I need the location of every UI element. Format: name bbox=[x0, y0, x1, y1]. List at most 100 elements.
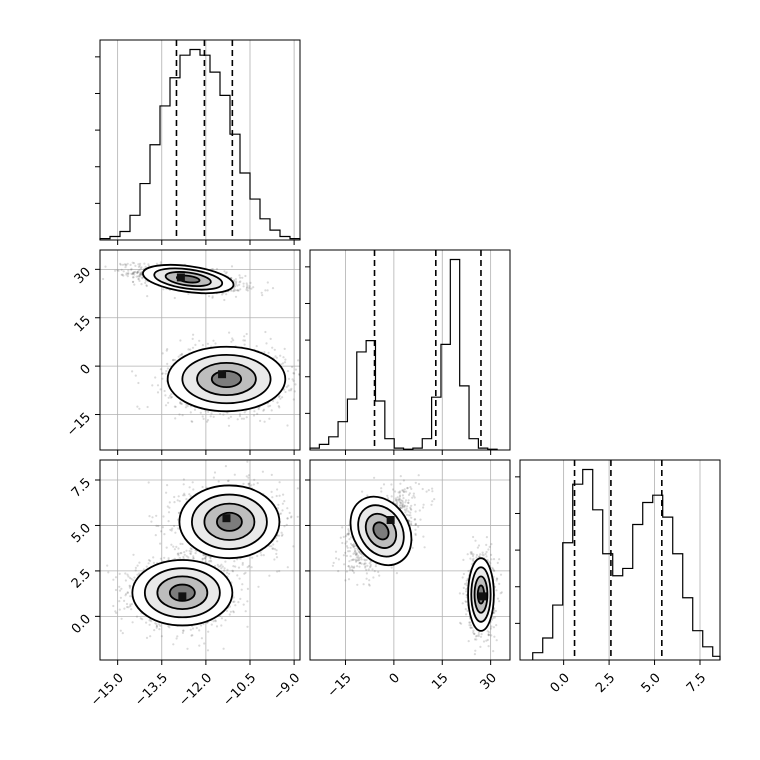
scatter-point bbox=[187, 292, 190, 295]
scatter-point bbox=[140, 283, 143, 286]
contour-line bbox=[181, 353, 272, 405]
scatter-point bbox=[222, 292, 225, 295]
scatter-point bbox=[287, 384, 290, 387]
contour-line bbox=[210, 370, 243, 388]
scatter-point bbox=[240, 417, 243, 420]
scatter-point bbox=[199, 411, 202, 414]
density-p0-p2: −15.0 −13.5 −12.0 −10.5 −9.00.02.55.07.5 bbox=[69, 459, 303, 709]
scatter-point bbox=[127, 606, 130, 609]
scatter-point bbox=[145, 284, 148, 288]
x-tick-label: 0.0 bbox=[548, 671, 573, 696]
scatter-point bbox=[166, 484, 169, 487]
scatter-point bbox=[180, 402, 183, 405]
scatter-point bbox=[185, 555, 188, 558]
scatter-point bbox=[141, 277, 144, 280]
scatter-point bbox=[147, 559, 151, 562]
scatter-point bbox=[209, 559, 212, 562]
scatter-point bbox=[138, 561, 141, 564]
scatter-point bbox=[264, 330, 267, 334]
scatter-point bbox=[123, 607, 126, 610]
scatter-point bbox=[136, 271, 139, 274]
scatter-point bbox=[231, 337, 234, 340]
scatter-point bbox=[124, 266, 127, 269]
scatter-point bbox=[129, 595, 132, 598]
panel-content bbox=[100, 460, 300, 660]
scatter-point bbox=[159, 624, 162, 628]
scatter-point bbox=[137, 275, 140, 278]
scatter-point bbox=[130, 267, 133, 270]
scatter-point bbox=[195, 626, 198, 630]
scatter-point bbox=[283, 361, 287, 364]
scatter-point bbox=[247, 564, 251, 568]
scatter-point bbox=[175, 545, 178, 549]
scatter-point bbox=[132, 553, 135, 556]
scatter-point bbox=[131, 273, 134, 276]
scatter-point bbox=[235, 281, 238, 284]
scatter-point bbox=[278, 406, 281, 409]
scatter-point bbox=[247, 482, 250, 486]
scatter-point bbox=[156, 391, 160, 394]
scatter-point bbox=[234, 283, 237, 286]
scatter-point bbox=[191, 337, 194, 340]
scatter-point bbox=[212, 415, 215, 418]
scatter-point bbox=[247, 482, 250, 485]
scatter-point bbox=[173, 557, 176, 560]
scatter-point bbox=[211, 295, 214, 298]
x-tick-label: 5.0 bbox=[639, 671, 664, 696]
scatter-point bbox=[178, 556, 181, 559]
axes-frame bbox=[99, 39, 301, 241]
scatter-point bbox=[188, 549, 191, 553]
scatter-point bbox=[237, 289, 240, 292]
scatter-point bbox=[161, 526, 164, 529]
scatter-point bbox=[233, 600, 236, 603]
scatter-point bbox=[206, 649, 210, 652]
scatter-point bbox=[242, 282, 245, 285]
scatter-point bbox=[179, 542, 182, 546]
scatter-point bbox=[166, 348, 169, 351]
y-tick-label: 0 bbox=[78, 362, 94, 378]
scatter-point bbox=[297, 359, 300, 362]
scatter-point bbox=[188, 486, 191, 489]
scatter-point bbox=[263, 351, 266, 354]
scatter-point bbox=[131, 261, 134, 264]
scatter-point bbox=[234, 604, 237, 607]
scatter-point bbox=[136, 564, 139, 567]
scatter-point bbox=[187, 556, 190, 559]
scatter-point bbox=[232, 565, 235, 568]
scatter-point bbox=[277, 395, 280, 399]
scatter-point bbox=[138, 407, 141, 410]
scatter-point bbox=[294, 368, 297, 371]
scatter-point bbox=[283, 347, 286, 350]
scatter-point bbox=[126, 591, 129, 594]
scatter-point bbox=[307, 369, 309, 371]
scatter-point bbox=[146, 295, 149, 298]
scatter-point bbox=[182, 629, 185, 632]
scatter-point bbox=[292, 398, 295, 401]
scatter-point bbox=[217, 480, 220, 483]
scatter-point bbox=[183, 553, 186, 556]
scatter-point bbox=[233, 279, 236, 282]
scatter-point bbox=[145, 636, 149, 640]
scatter-point bbox=[184, 406, 187, 409]
scatter-point bbox=[271, 547, 274, 550]
scatter-point bbox=[165, 349, 168, 352]
scatter-point bbox=[173, 548, 176, 551]
scatter-point bbox=[118, 608, 121, 611]
scatter-point bbox=[172, 545, 175, 548]
scatter-point bbox=[137, 381, 140, 385]
scatter-point bbox=[220, 567, 223, 570]
scatter-point bbox=[257, 585, 260, 588]
scatter-point bbox=[135, 615, 139, 618]
scatter-point bbox=[139, 267, 142, 270]
scatter-point bbox=[281, 396, 284, 399]
scatter-point bbox=[228, 605, 231, 608]
scatter-point bbox=[214, 620, 217, 623]
scatter-point bbox=[119, 596, 122, 599]
scatter-point bbox=[104, 265, 107, 268]
scatter-point bbox=[106, 564, 109, 567]
scatter-point bbox=[214, 564, 217, 568]
scatter-point bbox=[155, 625, 158, 628]
scatter-point bbox=[246, 566, 249, 569]
scatter-point bbox=[139, 273, 142, 276]
scatter-point bbox=[234, 565, 237, 568]
